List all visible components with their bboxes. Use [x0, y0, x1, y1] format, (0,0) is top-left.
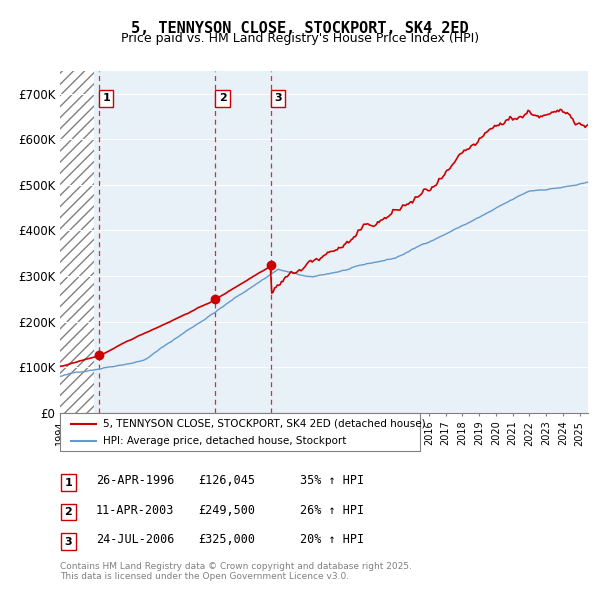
Text: 26% ↑ HPI: 26% ↑ HPI — [300, 504, 364, 517]
Text: £325,000: £325,000 — [198, 533, 255, 546]
Text: 5, TENNYSON CLOSE, STOCKPORT, SK4 2ED (detached house): 5, TENNYSON CLOSE, STOCKPORT, SK4 2ED (d… — [103, 419, 426, 429]
Text: 11-APR-2003: 11-APR-2003 — [96, 504, 175, 517]
Text: HPI: Average price, detached house, Stockport: HPI: Average price, detached house, Stoc… — [103, 435, 347, 445]
Text: £249,500: £249,500 — [198, 504, 255, 517]
Text: 3: 3 — [274, 93, 281, 103]
Text: 1: 1 — [65, 478, 72, 487]
Text: 3: 3 — [65, 537, 72, 546]
Text: 2: 2 — [65, 507, 72, 517]
Text: 26-APR-1996: 26-APR-1996 — [96, 474, 175, 487]
Text: 5, TENNYSON CLOSE, STOCKPORT, SK4 2ED: 5, TENNYSON CLOSE, STOCKPORT, SK4 2ED — [131, 21, 469, 35]
Text: £126,045: £126,045 — [198, 474, 255, 487]
Text: 20% ↑ HPI: 20% ↑ HPI — [300, 533, 364, 546]
Text: Contains HM Land Registry data © Crown copyright and database right 2025.
This d: Contains HM Land Registry data © Crown c… — [60, 562, 412, 581]
Text: 35% ↑ HPI: 35% ↑ HPI — [300, 474, 364, 487]
Text: 1: 1 — [102, 93, 110, 103]
Bar — [60, 71, 94, 413]
FancyBboxPatch shape — [60, 413, 420, 451]
Text: 2: 2 — [219, 93, 226, 103]
Text: 24-JUL-2006: 24-JUL-2006 — [96, 533, 175, 546]
Text: Price paid vs. HM Land Registry's House Price Index (HPI): Price paid vs. HM Land Registry's House … — [121, 32, 479, 45]
